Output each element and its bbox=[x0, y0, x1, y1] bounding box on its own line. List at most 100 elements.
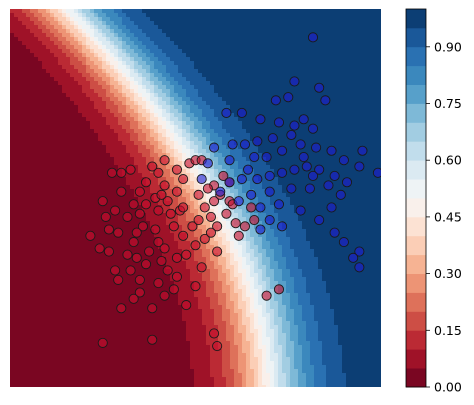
contour-cell bbox=[378, 65, 381, 70]
contour-cell bbox=[138, 141, 143, 146]
contour-cell bbox=[362, 129, 367, 134]
contour-cell bbox=[82, 73, 87, 78]
contour-cell bbox=[354, 29, 359, 34]
contour-cell bbox=[122, 157, 127, 162]
contour-cell bbox=[18, 157, 23, 162]
contour-cell bbox=[22, 77, 27, 82]
contour-cell bbox=[218, 53, 223, 58]
contour-cell bbox=[126, 185, 131, 190]
contour-cell bbox=[146, 109, 151, 114]
contour-cell bbox=[350, 121, 355, 126]
contour-cell bbox=[66, 89, 71, 94]
contour-cell bbox=[198, 69, 203, 74]
contour-cell bbox=[38, 109, 43, 114]
contour-cell bbox=[234, 181, 239, 186]
contour-cell bbox=[254, 105, 259, 110]
contour-cell bbox=[94, 69, 99, 74]
contour-cell bbox=[186, 25, 191, 30]
contour-cell bbox=[270, 201, 275, 206]
contour-cell bbox=[198, 109, 203, 114]
contour-cell bbox=[226, 49, 231, 54]
contour-cell bbox=[310, 213, 315, 218]
contour-cell bbox=[326, 77, 331, 82]
contour-cell bbox=[202, 145, 207, 150]
contour-cell bbox=[354, 113, 359, 118]
contour-cell bbox=[70, 41, 75, 46]
contour-cell bbox=[18, 93, 23, 98]
contour-cell bbox=[322, 137, 327, 142]
contour-cell bbox=[66, 173, 71, 178]
contour-cell bbox=[270, 29, 275, 34]
contour-cell bbox=[286, 109, 291, 114]
contour-cell bbox=[346, 17, 351, 22]
contour-cell bbox=[286, 213, 291, 218]
contour-cell bbox=[90, 117, 95, 122]
contour-cell bbox=[122, 33, 127, 38]
contour-cell bbox=[322, 145, 327, 150]
contour-cell bbox=[278, 133, 283, 138]
contour-cell bbox=[42, 189, 47, 194]
contour-cell bbox=[190, 121, 195, 126]
contour-cell bbox=[18, 33, 23, 38]
contour-cell bbox=[10, 157, 15, 162]
contour-cell bbox=[266, 109, 271, 114]
contour-cell bbox=[346, 65, 351, 70]
contour-cell bbox=[202, 197, 207, 202]
contour-cell bbox=[338, 37, 343, 42]
contour-cell bbox=[126, 53, 131, 58]
contour-cell bbox=[102, 157, 107, 162]
contour-cell bbox=[346, 53, 351, 58]
contour-cell bbox=[238, 45, 243, 50]
contour-cell bbox=[194, 201, 199, 206]
contour-cell bbox=[262, 125, 267, 130]
contour-cell bbox=[206, 145, 211, 150]
contour-cell bbox=[274, 73, 279, 78]
contour-cell bbox=[342, 17, 347, 22]
contour-cell bbox=[322, 45, 327, 50]
contour-cell bbox=[222, 89, 227, 94]
contour-cell bbox=[174, 29, 179, 34]
contour-cell bbox=[62, 133, 67, 138]
contour-cell bbox=[126, 45, 131, 50]
contour-cell bbox=[202, 61, 207, 66]
contour-cell bbox=[130, 41, 135, 46]
contour-cell bbox=[274, 45, 279, 50]
contour-cell bbox=[350, 149, 355, 154]
contour-cell bbox=[110, 37, 115, 42]
contour-cell bbox=[134, 9, 139, 14]
contour-cell bbox=[370, 209, 375, 214]
contour-cell bbox=[58, 141, 63, 146]
contour-cell bbox=[278, 85, 283, 90]
contour-cell bbox=[226, 165, 231, 170]
contour-cell bbox=[374, 113, 379, 118]
contour-cell bbox=[258, 21, 263, 26]
contour-cell bbox=[66, 129, 71, 134]
contour-cell bbox=[10, 133, 15, 138]
contour-cell bbox=[190, 105, 195, 110]
contour-cell bbox=[242, 205, 247, 210]
contour-cell bbox=[126, 189, 131, 194]
contour-cell bbox=[270, 197, 275, 202]
contour-cell bbox=[298, 173, 303, 178]
contour-cell bbox=[246, 117, 251, 122]
contour-cell bbox=[58, 197, 63, 202]
contour-cell bbox=[70, 85, 75, 90]
contour-cell bbox=[98, 113, 103, 118]
contour-cell bbox=[194, 185, 199, 190]
contour-cell bbox=[122, 221, 127, 226]
contour-cell bbox=[202, 109, 207, 114]
contour-cell bbox=[346, 153, 351, 158]
contour-cell bbox=[258, 129, 263, 134]
contour-cell bbox=[330, 53, 335, 58]
contour-cell bbox=[154, 53, 159, 58]
contour-cell bbox=[146, 57, 151, 62]
contour-cell bbox=[374, 201, 379, 206]
contour-cell bbox=[298, 65, 303, 70]
contour-cell bbox=[98, 21, 103, 26]
contour-cell bbox=[210, 77, 215, 82]
contour-cell bbox=[94, 53, 99, 58]
contour-cell bbox=[290, 41, 295, 46]
contour-cell bbox=[322, 173, 327, 178]
contour-cell bbox=[78, 117, 83, 122]
contour-cell bbox=[162, 61, 167, 66]
